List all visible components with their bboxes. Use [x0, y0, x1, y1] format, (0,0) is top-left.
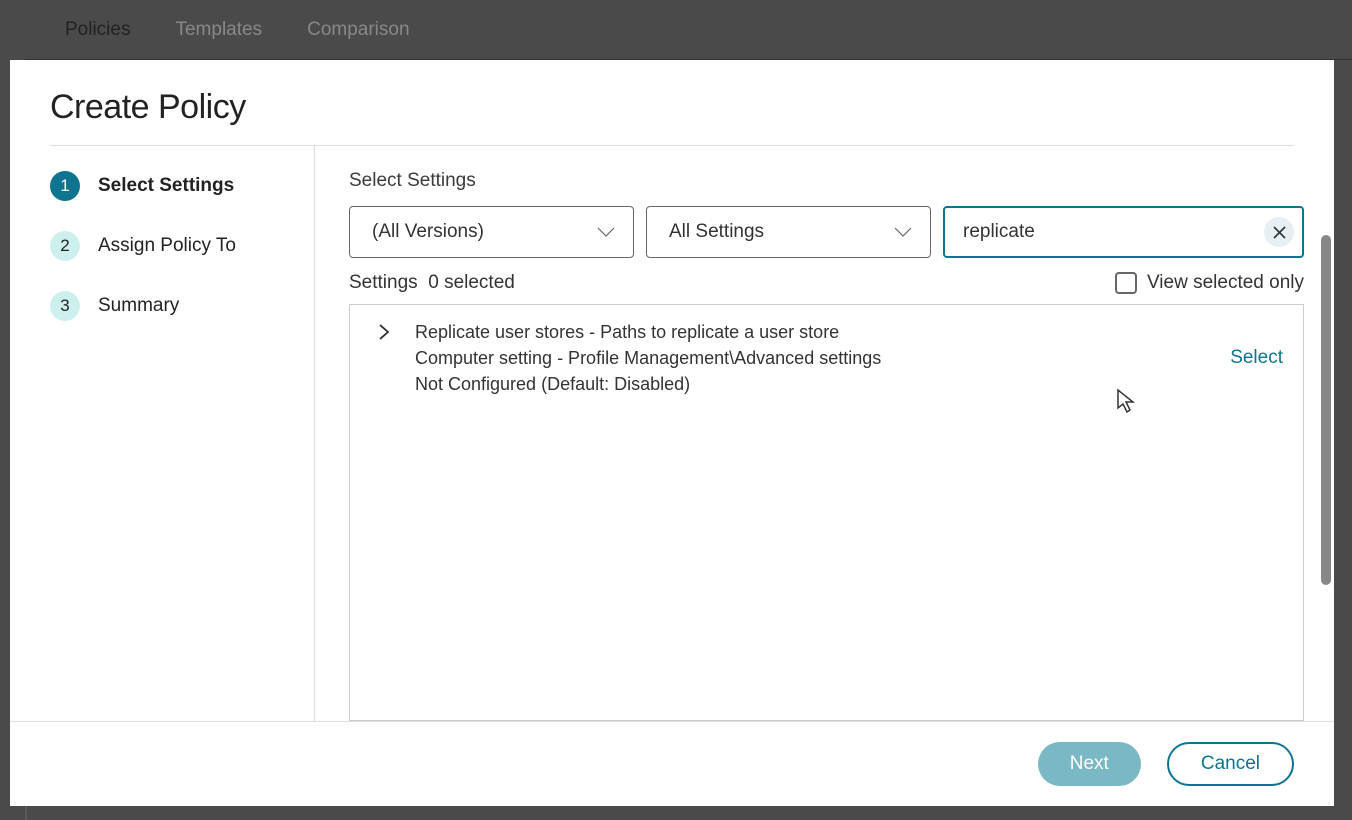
next-button[interactable]: Next [1038, 742, 1141, 786]
settings-select[interactable]: All Settings [646, 206, 931, 258]
filter-row: (All Versions) All Settings [349, 206, 1304, 258]
setting-title: Replicate user stores - Paths to replica… [415, 319, 1210, 345]
tab-policies[interactable]: Policies [65, 19, 130, 41]
version-select[interactable]: (All Versions) [349, 206, 634, 258]
setting-item: Replicate user stores - Paths to replica… [350, 305, 1303, 411]
main-panel: Select Settings (All Versions) All Setti… [315, 146, 1334, 721]
version-select-value: (All Versions) [372, 221, 484, 243]
modal-body: 1 Select Settings 2 Assign Policy To 3 S… [10, 146, 1334, 721]
step-label: Select Settings [98, 175, 234, 197]
step-summary[interactable]: 3 Summary [50, 291, 314, 321]
setting-status: Not Configured (Default: Disabled) [415, 371, 1210, 397]
settings-list: Replicate user stores - Paths to replica… [349, 304, 1304, 721]
search-input[interactable] [963, 221, 1264, 243]
cancel-button[interactable]: Cancel [1167, 742, 1294, 786]
tab-templates[interactable]: Templates [175, 19, 262, 41]
create-policy-modal: Create Policy 1 Select Settings 2 Assign… [10, 60, 1334, 806]
chevron-down-icon [894, 227, 912, 237]
step-number: 2 [50, 231, 80, 261]
settings-label: Settings [349, 272, 418, 293]
background-tabs: Policies Templates Comparison [25, 0, 1352, 60]
modal-footer: Next Cancel [10, 721, 1334, 806]
step-select-settings[interactable]: 1 Select Settings [50, 171, 314, 201]
section-title: Select Settings [349, 170, 1304, 192]
tab-comparison[interactable]: Comparison [307, 19, 409, 41]
wizard-stepper: 1 Select Settings 2 Assign Policy To 3 S… [50, 146, 315, 721]
scrollbar[interactable] [1321, 235, 1331, 585]
chevron-down-icon [597, 227, 615, 237]
select-setting-link[interactable]: Select [1230, 347, 1283, 369]
step-assign-policy-to[interactable]: 2 Assign Policy To [50, 231, 314, 261]
selected-count: 0 selected [428, 272, 515, 293]
clear-search-button[interactable] [1264, 217, 1294, 247]
setting-path: Computer setting - Profile Management\Ad… [415, 345, 1210, 371]
view-selected-only: View selected only [1115, 272, 1304, 294]
step-number: 1 [50, 171, 80, 201]
modal-header: Create Policy [10, 60, 1334, 145]
step-number: 3 [50, 291, 80, 321]
step-label: Assign Policy To [98, 235, 236, 257]
close-icon [1273, 226, 1286, 239]
modal-title: Create Policy [50, 88, 1294, 127]
view-selected-label: View selected only [1147, 272, 1304, 294]
settings-header: Settings 0 selected View selected only [349, 272, 1304, 294]
setting-text: Replicate user stores - Paths to replica… [415, 319, 1210, 397]
search-field-wrapper [943, 206, 1304, 258]
chevron-right-icon[interactable] [378, 323, 390, 341]
settings-count: Settings 0 selected [349, 272, 515, 294]
settings-select-value: All Settings [669, 221, 764, 243]
view-selected-checkbox[interactable] [1115, 272, 1137, 294]
step-label: Summary [98, 295, 179, 317]
